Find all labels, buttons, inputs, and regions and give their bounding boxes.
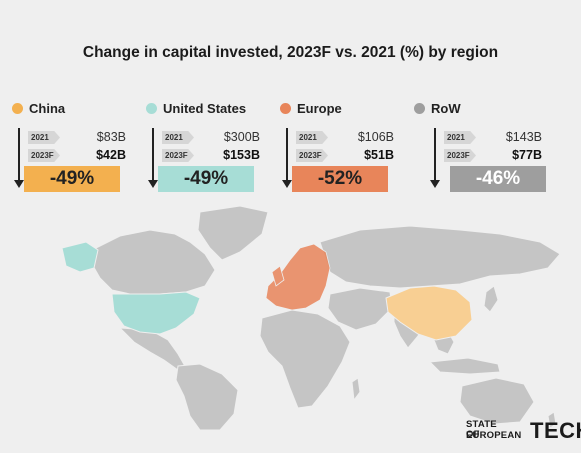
row-2021-value: $143B [505,130,542,144]
arrowhead-icon [14,180,24,188]
down-arrow-icon [286,128,288,183]
map-japan [483,285,499,313]
region-row-name: RoW [431,100,461,116]
map-united-states [111,291,201,335]
map-south-america [175,363,239,430]
chart-title: Change in capital invested, 2023F vs. 20… [82,44,499,61]
row-2023-row: 2023F $77B [444,148,548,164]
arrowhead-icon [430,180,440,188]
map-new-zealand [547,411,557,429]
us-legend-dot [146,102,157,114]
europe-2023-value: $51B [364,148,394,162]
row-change-badge: -46% [450,166,546,192]
logo-line-1: STATE OF [466,419,497,440]
row-legend-dot [414,102,425,114]
map-greenland [197,205,269,261]
europe-change-badge: -52% [292,166,388,192]
year-tag-2021: 2021 [162,131,194,144]
map-uk [271,265,285,287]
down-arrow-icon [434,128,436,183]
region-china: China 2021 $83B 2023F $42B -49% [12,98,142,192]
world-map [61,205,561,430]
arrowhead-icon [282,180,292,188]
map-australia [459,377,535,425]
year-tag-2021: 2021 [28,131,60,144]
us-2023-value: $153B [223,148,260,162]
row-2021-row: 2021 $143B [444,130,548,146]
china-2021-value: $83B [96,130,126,144]
map-central-america [118,327,187,371]
year-tag-2021: 2021 [444,131,476,144]
map-africa [259,309,351,409]
region-united-states: United States 2021 $300B 2023F $153B -49% [146,98,276,192]
map-middle-east [327,287,393,331]
year-tag-2023f: 2023F [28,149,60,162]
region-europe: Europe 2021 $106B 2023F $51B -52% [280,98,410,192]
year-tag-2023f: 2023F [296,149,328,162]
map-europe [265,243,331,311]
europe-2021-value: $106B [357,130,394,144]
map-indonesia [428,357,501,375]
arrowhead-icon [148,180,158,188]
region-china-name: China [29,100,66,116]
map-russia [319,225,561,289]
map-alaska [61,241,99,273]
europe-legend-dot [280,102,291,114]
china-2023-value: $42B [96,148,126,162]
china-legend-dot [12,102,23,114]
us-2023-row: 2023F $153B [162,148,266,164]
china-2023-row: 2023F $42B [28,148,132,164]
map-china [385,285,473,341]
europe-2021-row: 2021 $106B [296,130,400,146]
region-us-name: United States [163,100,247,116]
us-2021-value: $300B [223,130,260,144]
logo-tech-word: TECH [530,418,581,443]
down-arrow-icon [152,128,154,183]
year-tag-2021: 2021 [296,131,328,144]
china-change-badge: -49% [24,166,120,192]
map-canada [91,229,216,295]
europe-2023-row: 2023F $51B [296,148,400,164]
logo-line-2: EUROPEAN [466,430,522,441]
year-tag-2023f: 2023F [162,149,194,162]
down-arrow-icon [18,128,20,183]
region-europe-name: Europe [297,100,342,116]
map-madagascar [351,377,361,402]
china-2021-row: 2021 $83B [28,130,132,146]
region-row: RoW 2021 $143B 2023F $77B -46% [414,98,546,192]
row-2023-value: $77B [512,148,542,162]
us-change-badge: -49% [158,166,254,192]
year-tag-2023f: 2023F [444,149,476,162]
us-2021-row: 2021 $300B [162,130,266,146]
